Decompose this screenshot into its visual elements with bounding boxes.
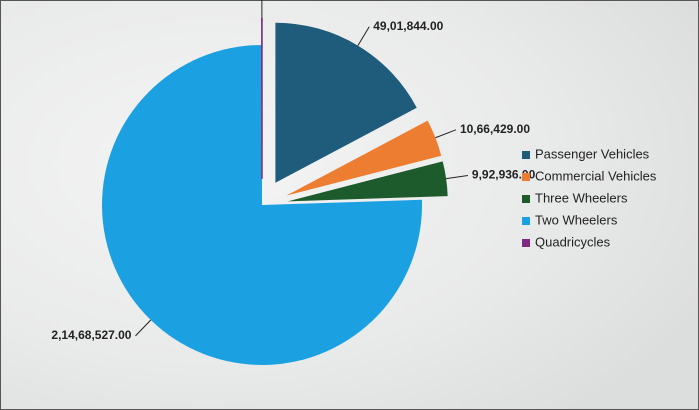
value-label: 2,14,68,527.00 [51,328,131,342]
legend-label: Commercial Vehicles [535,168,657,183]
leader-line [446,175,468,180]
pie-slice [275,22,417,183]
legend-marker [522,173,530,181]
legend-marker [522,239,530,247]
value-label: 9,92,936.00 [472,168,536,182]
leader-line [135,319,152,337]
legend-marker [522,151,530,159]
pie-slice [102,45,423,365]
legend-label: Quadricycles [535,234,611,249]
legend-label: Passenger Vehicles [535,146,650,161]
plot: 49,01,844.00 10,66,429.00 9,92,936.00 2,14,… [51,0,657,365]
pie-slice [287,161,448,202]
legend-label: Three Wheelers [535,190,628,205]
legend-label: Two Wheelers [535,212,618,227]
value-label: 10,66,429.00 [460,122,530,136]
leader-line [357,26,370,46]
legend-marker [522,217,530,225]
pie-slice [286,120,442,196]
leader-line [435,129,457,139]
legend-marker [522,195,530,203]
value-label: 49,01,844.00 [373,19,443,33]
